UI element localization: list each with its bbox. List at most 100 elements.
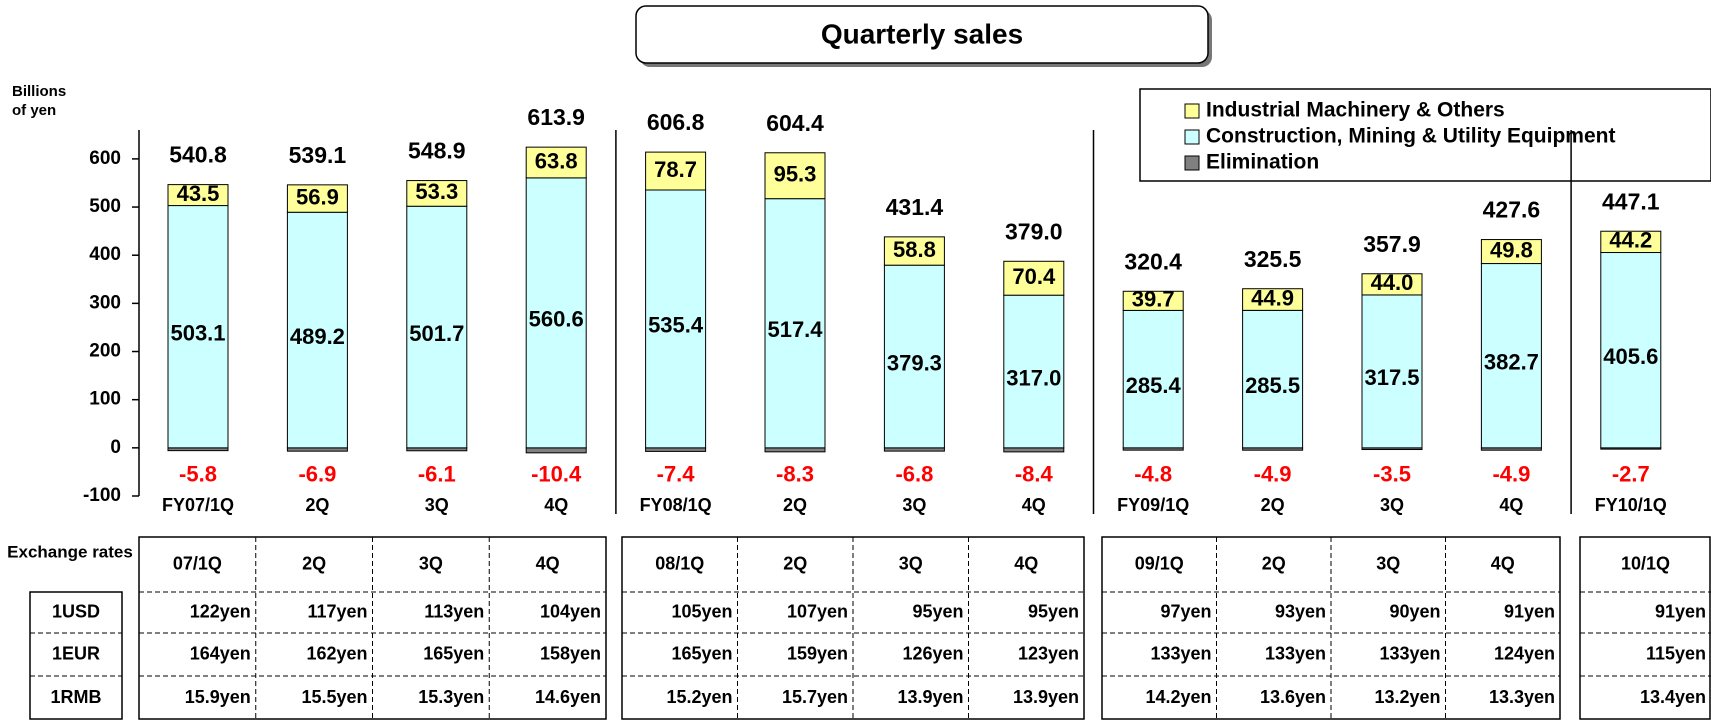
- legend-label: Construction, Mining & Utility Equipment: [1206, 125, 1615, 148]
- y-tick-label: 600: [89, 148, 121, 169]
- column-header: 4Q: [1491, 553, 1515, 573]
- x-tick-label: 2Q: [783, 495, 807, 515]
- bar-segment: [1122, 290, 1184, 311]
- elimination-label: -2.7: [1612, 462, 1650, 487]
- elimination-label: -4.9: [1492, 462, 1530, 487]
- segment-label: 44.9: [1251, 285, 1294, 310]
- total-label: 604.4: [766, 110, 824, 136]
- x-tick-label: 3Q: [902, 495, 926, 515]
- bar-segment: [883, 264, 945, 449]
- row-label-box: [29, 591, 123, 720]
- bar-segment: [1480, 239, 1542, 265]
- table-cell: 95yen: [1028, 601, 1079, 621]
- y-axis-label: Billions of yen: [12, 83, 67, 119]
- table-cell: 13.2yen: [1374, 687, 1440, 707]
- segment-label: 535.4: [648, 313, 704, 338]
- bar-segment: [764, 198, 826, 449]
- table-cell: 90yen: [1389, 601, 1440, 621]
- bar-segment: [286, 184, 348, 213]
- table-cell: 13.9yen: [897, 687, 963, 707]
- bar-segment: [645, 447, 707, 452]
- total-label: 320.4: [1124, 248, 1182, 274]
- table-header-label: Exchange rates: [7, 542, 133, 561]
- elimination-label: -5.8: [179, 462, 217, 487]
- bar-segment: [286, 211, 348, 449]
- row-label: 1RMB: [50, 687, 101, 707]
- table-cell: 165yen: [423, 643, 484, 663]
- table-cell: 13.6yen: [1260, 687, 1326, 707]
- title-box: [635, 5, 1209, 64]
- bar-segment: [406, 180, 468, 207]
- segment-label: 317.5: [1364, 365, 1419, 390]
- table-cell: 14.6yen: [535, 687, 601, 707]
- table-cell: 13.4yen: [1640, 687, 1706, 707]
- x-tick-label: 3Q: [425, 495, 449, 515]
- bar-segment: [1003, 447, 1065, 453]
- legend-label: Industrial Machinery & Others: [1206, 99, 1505, 122]
- segment-label: 44.2: [1609, 228, 1652, 253]
- table-cell: 107yen: [787, 601, 848, 621]
- bar-segment: [525, 177, 587, 449]
- elimination-label: -4.8: [1134, 462, 1172, 487]
- segment-label: 63.8: [535, 148, 578, 173]
- table-cell: 159yen: [787, 643, 848, 663]
- table-cell: 95yen: [912, 601, 963, 621]
- bar-segment: [167, 184, 229, 207]
- elimination-label: -6.8: [895, 462, 933, 487]
- segment-label: 379.3: [887, 350, 942, 375]
- bar-segment: [1361, 294, 1423, 449]
- table-cell: 133yen: [1265, 643, 1326, 663]
- y-tick-label: 0: [110, 437, 121, 458]
- table-cell: 15.3yen: [418, 687, 484, 707]
- segment-label: 43.5: [177, 181, 220, 206]
- bar-segment: [1361, 273, 1423, 296]
- bar-segment: [1122, 309, 1184, 449]
- total-label: 548.9: [408, 138, 466, 164]
- x-tick-label: 4Q: [1022, 495, 1046, 515]
- column-header: 08/1Q: [655, 553, 704, 573]
- chart-title: Quarterly sales: [821, 18, 1023, 49]
- segment-label: 285.4: [1126, 373, 1182, 398]
- x-tick-label: FY10/1Q: [1595, 495, 1667, 515]
- bar-segment: [1480, 263, 1542, 449]
- segment-label: 503.1: [170, 321, 225, 346]
- segment-label: 58.8: [893, 237, 936, 262]
- bar-segment: [764, 447, 826, 453]
- column-header: 3Q: [1376, 553, 1400, 573]
- total-label: 357.9: [1363, 231, 1421, 257]
- y-tick-label: 200: [89, 341, 121, 362]
- x-tick-label: 4Q: [1499, 495, 1523, 515]
- x-tick-label: 2Q: [305, 495, 329, 515]
- table-cell: 164yen: [190, 643, 251, 663]
- y-tick-label: 400: [89, 244, 121, 265]
- segment-label: 489.2: [290, 324, 345, 349]
- segment-label: 78.7: [654, 157, 697, 182]
- table-cell: 15.2yen: [666, 687, 732, 707]
- table-cell: 133yen: [1379, 643, 1440, 663]
- column-header: 2Q: [1262, 553, 1286, 573]
- table-cell: 91yen: [1504, 601, 1555, 621]
- total-label: 427.6: [1483, 197, 1541, 223]
- segment-label: 44.0: [1371, 270, 1414, 295]
- bar-segment: [883, 236, 945, 266]
- elimination-label: -3.5: [1373, 462, 1411, 487]
- column-header: 3Q: [419, 553, 443, 573]
- y-tick-label: 100: [89, 389, 121, 410]
- table-cell: 113yen: [424, 601, 484, 621]
- bar-segment: [1600, 230, 1662, 254]
- bar-segment: [1242, 288, 1304, 311]
- bar-segment: [645, 189, 707, 449]
- table-cell: 15.9yen: [185, 687, 251, 707]
- table-cell: 13.3yen: [1489, 687, 1555, 707]
- elimination-label: -10.4: [531, 462, 582, 487]
- table-cell: 133yen: [1150, 643, 1211, 663]
- x-tick-label: 4Q: [544, 495, 568, 515]
- segment-label: 560.6: [529, 307, 584, 332]
- y-tick-label: 500: [89, 196, 121, 217]
- elimination-label: -4.9: [1254, 462, 1292, 487]
- x-tick-label: FY07/1Q: [162, 495, 234, 515]
- legend-swatch: [1184, 155, 1200, 171]
- x-tick-label: FY08/1Q: [640, 495, 712, 515]
